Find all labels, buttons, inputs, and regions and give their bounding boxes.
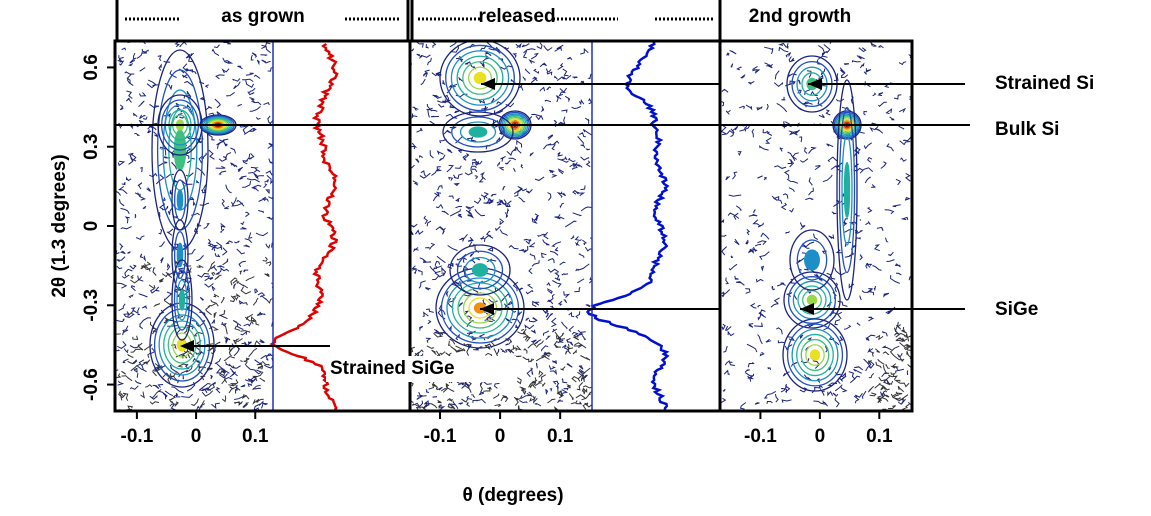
peak-contour (789, 229, 835, 291)
x-tick-label: 0.1 (866, 426, 893, 447)
annotation: Strained SiGe (330, 358, 455, 379)
x-tick-label: 0 (495, 426, 506, 447)
annotation: Strained Si (995, 73, 1094, 94)
arrow-head (480, 303, 494, 315)
background-contours (402, 41, 598, 411)
peak-contour (171, 259, 193, 341)
peak-contour (473, 71, 487, 85)
x-tick-label: 0.1 (547, 426, 574, 447)
annotation: SiGe (995, 299, 1038, 320)
y-tick-label: -0.3 (81, 289, 102, 322)
arrow-head (808, 78, 822, 90)
peak-contour (171, 169, 189, 231)
peak-contour (178, 289, 186, 311)
background-contours (867, 324, 912, 411)
peak-contour (171, 219, 189, 291)
peak-contour (788, 276, 836, 324)
profile-area (592, 41, 720, 411)
peak-contour (176, 189, 184, 211)
peak-contour (783, 271, 841, 329)
y-tick-label: -0.6 (81, 368, 102, 401)
peak-contour (796, 333, 834, 377)
panel-title: as grown (221, 6, 304, 27)
peak-contour (464, 256, 496, 284)
intensity-profile (586, 41, 670, 411)
peak-contour (843, 161, 851, 219)
peak-contour (791, 328, 839, 382)
annotation: Bulk Si (995, 119, 1059, 140)
peak-contour (456, 55, 504, 101)
peak-contour (809, 349, 821, 361)
peak-contour (471, 263, 489, 277)
arrow-head (800, 303, 814, 315)
x-axis-label: θ (degrees) (462, 485, 563, 506)
panel-title: released (478, 6, 555, 27)
overlay: 0.6 0.3 0 -0.3 -0.6 -0.1 0 0.1 as grown -0.1 0 0.1 r… (81, 0, 1094, 447)
peak-contour (459, 121, 497, 143)
x-tick-label: -0.1 (424, 426, 457, 447)
peak-contour (782, 318, 848, 392)
y-axis-label: 2θ (1.3 degrees) (49, 154, 70, 297)
peak-contour (806, 294, 818, 306)
peak-contour (176, 279, 188, 321)
peak-contour (451, 116, 505, 148)
peak-contour (836, 79, 858, 301)
peak-contour (800, 338, 830, 372)
peak-contour (462, 61, 498, 95)
arrow-head (180, 340, 194, 352)
peak-contour (796, 239, 828, 281)
peak-contour (445, 44, 515, 112)
peak-contour (173, 269, 191, 331)
peak-contour (468, 126, 488, 138)
peak-contour (176, 242, 184, 268)
x-tick-label: -0.1 (121, 426, 154, 447)
y-tick-label: 0.6 (81, 54, 102, 80)
peak-contour (786, 323, 844, 387)
profile-area (273, 41, 410, 411)
label-backing (326, 356, 516, 382)
peak-contour (449, 244, 511, 296)
peak-contour (838, 106, 856, 274)
y-tick-label: 0.3 (81, 134, 102, 160)
arrow-head (481, 78, 495, 90)
peak-contour (841, 134, 853, 246)
x-tick-label: 0 (191, 426, 202, 447)
x-tick-label: 0 (815, 426, 826, 447)
peak-contour (439, 41, 521, 117)
peak-contour (467, 66, 493, 90)
peak-contour (804, 249, 820, 271)
contour-maps (115, 41, 912, 411)
peak-contour (456, 250, 504, 290)
peak-contour (174, 231, 186, 279)
peak-contour (805, 344, 825, 366)
peak-contour (442, 111, 514, 153)
panel-title: 2nd growth (749, 6, 851, 27)
intensity-profile (269, 42, 339, 411)
peak-contour (450, 50, 510, 106)
y-tick-label: 0 (81, 221, 102, 232)
x-tick-label: 0.1 (242, 426, 269, 447)
background-contours (115, 256, 278, 411)
x-tick-label: -0.1 (744, 426, 777, 447)
